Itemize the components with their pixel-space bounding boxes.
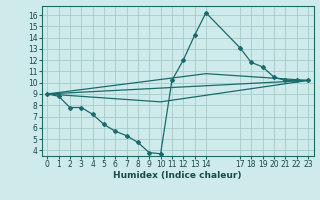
X-axis label: Humidex (Indice chaleur): Humidex (Indice chaleur) — [113, 171, 242, 180]
